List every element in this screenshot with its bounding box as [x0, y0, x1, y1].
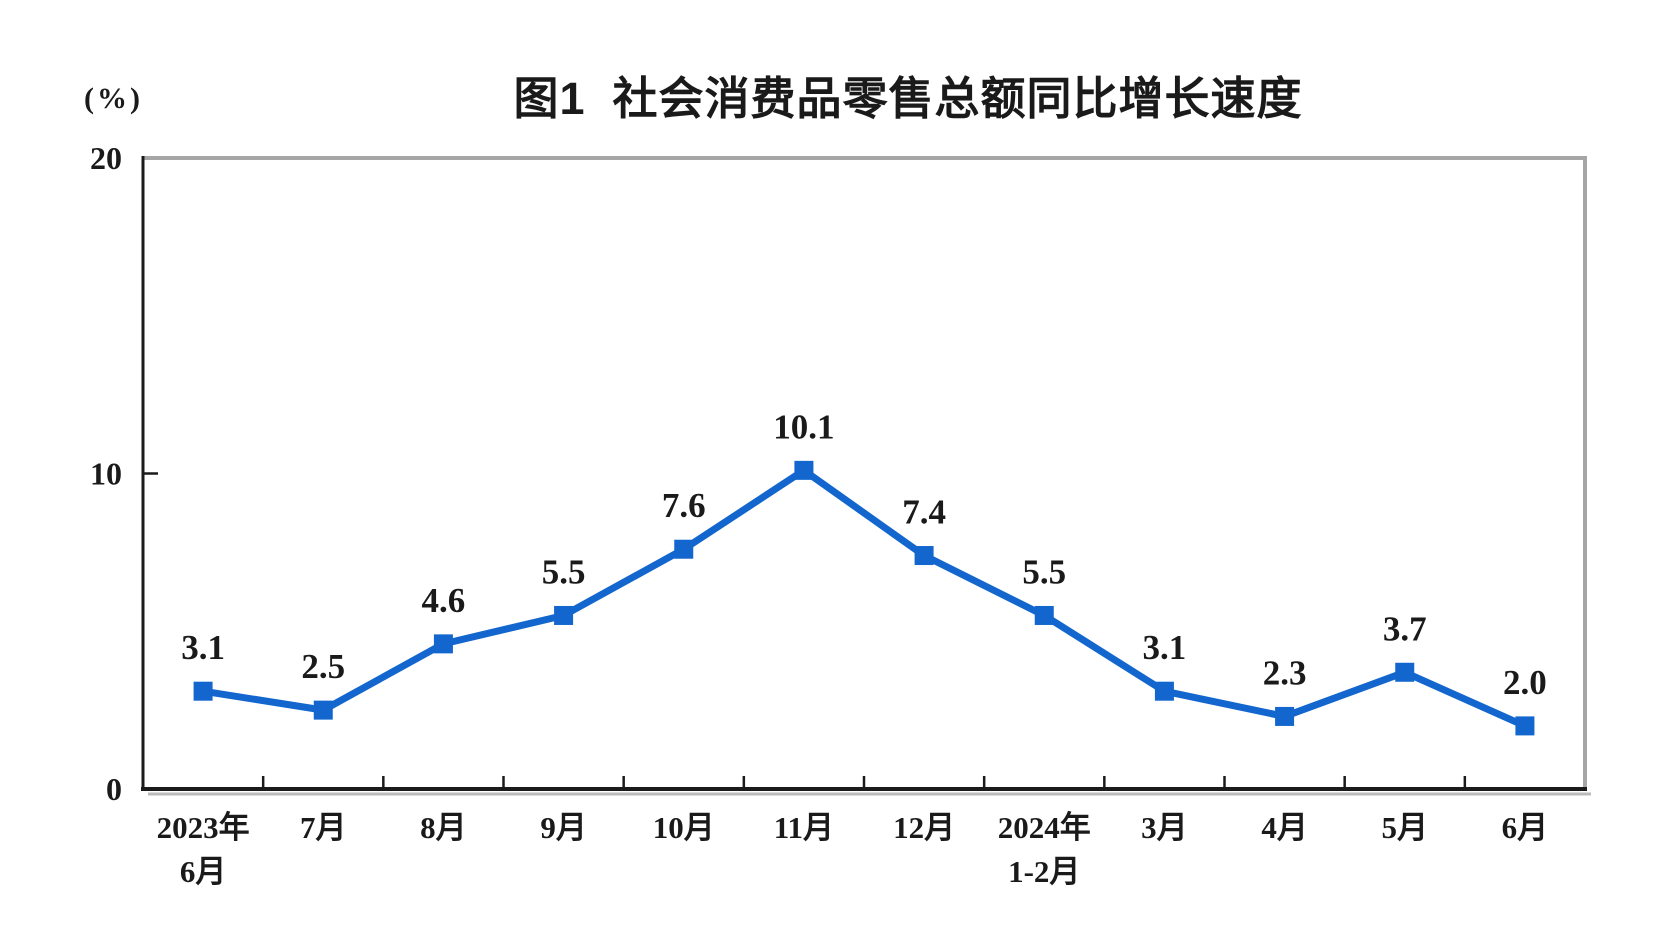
y-tick-label: 0 [106, 771, 122, 807]
data-point-marker [1515, 716, 1535, 736]
data-point-label: 2.3 [1263, 653, 1307, 692]
data-point-label: 3.1 [1143, 628, 1187, 667]
chart-title: 图1 社会消费品零售总额同比增长速度 [513, 73, 1303, 124]
x-tick-label: 5月 [1382, 810, 1429, 845]
data-point-marker [1395, 662, 1415, 682]
x-tick-label: 2024年 1-2月 [998, 810, 1091, 889]
data-point-label: 2.5 [301, 647, 345, 686]
data-point-label: 3.7 [1383, 609, 1427, 648]
data-point-label: 3.1 [181, 628, 225, 667]
x-tick-label: 6月 [1502, 810, 1549, 845]
x-tick-label: 9月 [540, 810, 587, 845]
data-point-marker [1275, 706, 1295, 726]
data-point-marker [914, 546, 934, 566]
data-point-marker [313, 700, 333, 720]
y-tick-label: 10 [90, 456, 122, 492]
x-tick-label: 3月 [1141, 810, 1188, 845]
data-point-marker [433, 634, 453, 654]
x-tick-label: 11月 [774, 810, 834, 845]
data-point-marker [554, 605, 574, 625]
x-tick-label: 4月 [1261, 810, 1308, 845]
x-tick-label: 7月 [300, 810, 347, 845]
x-tick-label: 8月 [420, 810, 467, 845]
data-point-marker [674, 539, 694, 559]
data-point-label: 4.6 [422, 581, 466, 620]
x-tick-label: 10月 [653, 810, 715, 845]
data-point-marker [794, 460, 814, 480]
data-point-marker [1034, 605, 1054, 625]
data-point-label: 7.4 [902, 493, 946, 532]
data-point-marker [1154, 681, 1174, 701]
y-axis-unit-label: (%) [84, 82, 143, 115]
data-line [199, 466, 1529, 730]
data-point-label: 7.6 [662, 486, 706, 525]
data-point-marker [193, 681, 213, 701]
data-point-label: 5.5 [1022, 552, 1066, 591]
data-point-label: 2.0 [1503, 663, 1547, 702]
y-tick-label: 20 [90, 140, 122, 176]
data-point-label: 10.1 [773, 407, 834, 446]
x-tick-label: 12月 [893, 810, 955, 845]
x-tick-label: 2023年 6月 [157, 810, 250, 889]
data-point-label: 5.5 [542, 552, 586, 591]
